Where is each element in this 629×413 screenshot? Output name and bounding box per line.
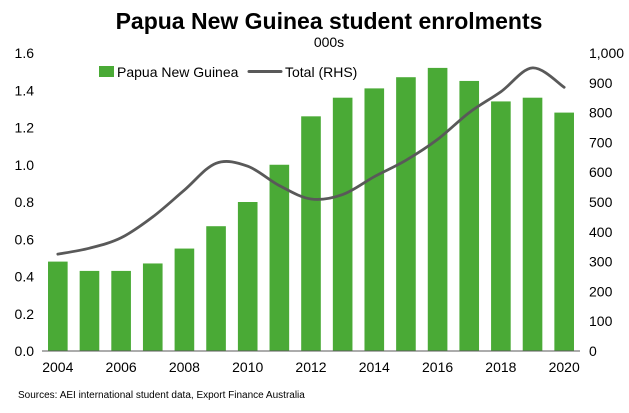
y-left-tick-label: 1.0 — [15, 157, 35, 173]
bar-2016 — [427, 67, 448, 352]
bar-2015 — [396, 77, 416, 352]
y-left-tick-label: 0.2 — [15, 306, 35, 322]
bar-2013 — [332, 97, 353, 351]
x-tick-label: 2010 — [232, 359, 263, 375]
x-tick-label: 2014 — [359, 359, 390, 375]
y-right-tick-label: 600 — [589, 164, 613, 180]
y-right-tick-label: 400 — [589, 224, 613, 240]
bars-layer — [48, 67, 574, 352]
y-right-tick-label: 800 — [589, 105, 613, 121]
chart-subtitle: 000s — [314, 34, 344, 50]
x-tick-label: 2008 — [169, 359, 200, 375]
y-right-tick-label: 100 — [589, 313, 613, 329]
x-tick-label: 2016 — [422, 359, 453, 375]
bar-2014 — [364, 88, 385, 351]
bar-2007 — [142, 263, 163, 351]
y-right-tick-label: 700 — [589, 134, 613, 150]
x-tick-label: 2020 — [549, 359, 580, 375]
y-right-tick-label: 200 — [589, 283, 613, 299]
bar-2012 — [301, 116, 321, 351]
y-left-tick-label: 0.6 — [15, 231, 35, 247]
bar-2006 — [111, 270, 131, 351]
y-right-tick-label: 0 — [589, 343, 597, 359]
bar-2017 — [459, 80, 480, 351]
bar-2004 — [48, 261, 68, 351]
line-layer — [56, 66, 566, 256]
bar-2008 — [174, 248, 195, 351]
bar-2018 — [491, 101, 511, 351]
bar-2019 — [522, 97, 543, 351]
source-note: Sources: AEI international student data,… — [18, 390, 305, 401]
bar-2005 — [79, 270, 100, 351]
y-left-tick-label: 1.4 — [15, 82, 35, 98]
y-left-tick-label: 0.4 — [15, 269, 35, 285]
legend-label-bar: Papua New Guinea — [117, 64, 239, 80]
bar-2011 — [269, 164, 290, 351]
legend: Papua New Guinea Total (RHS) — [99, 64, 357, 80]
y-right-tick-label: 300 — [589, 254, 613, 270]
y-right-tick-label: 500 — [589, 194, 613, 210]
y-right-tick-label: 900 — [589, 75, 613, 91]
bar-2010 — [237, 202, 258, 351]
x-tick-label: 2006 — [106, 359, 137, 375]
legend-swatch-bar — [99, 66, 114, 77]
y-left-tick-label: 0.8 — [15, 194, 35, 210]
y-left-tick-label: 1.6 — [15, 45, 35, 61]
y-right-tick-label: 1,000 — [589, 45, 624, 61]
y-left-tick-label: 1.2 — [15, 120, 35, 136]
x-tick-label: 2018 — [485, 359, 516, 375]
bar-2020 — [554, 112, 574, 351]
total-rhs-line — [56, 66, 566, 256]
legend-label-line: Total (RHS) — [285, 64, 357, 80]
y-left-tick-label: 0.0 — [15, 343, 35, 359]
bar-2009 — [206, 226, 226, 351]
x-tick-label: 2004 — [42, 359, 73, 375]
x-tick-label: 2012 — [295, 359, 326, 375]
chart-title: Papua New Guinea student enrolments — [116, 8, 543, 34]
ticks-layer: 0.0 0.2 0.4 0.6 0.8 1.0 1.2 1.4 1.6 0 100 200 300 400… — [15, 45, 625, 375]
